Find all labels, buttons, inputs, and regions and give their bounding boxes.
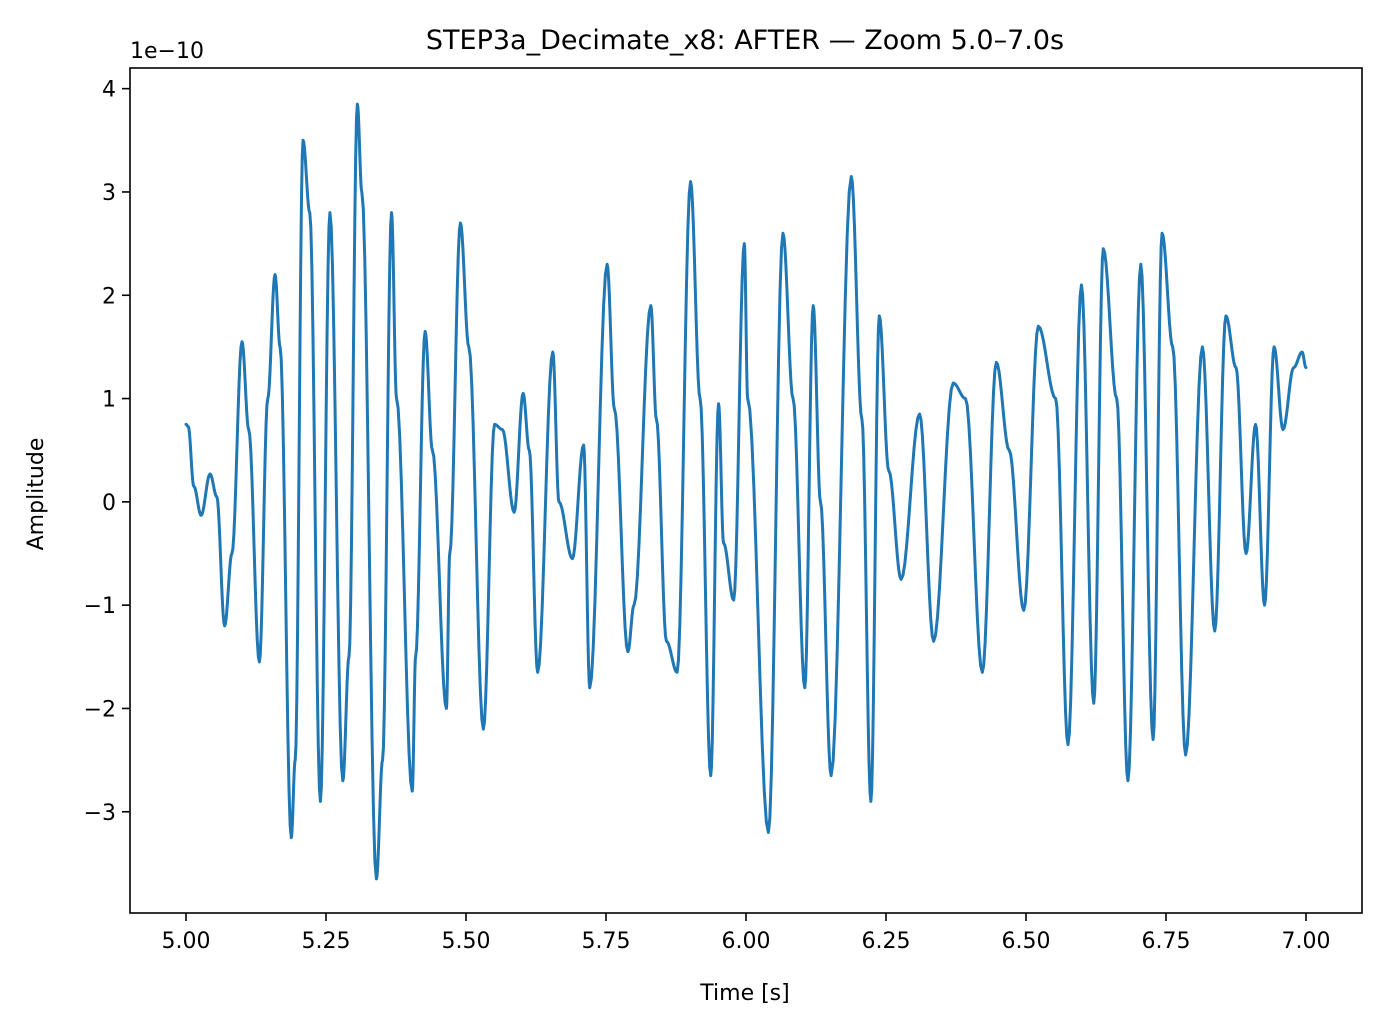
y-tick-label: 1: [102, 388, 116, 413]
y-tick-label: −2: [84, 697, 116, 722]
y-axis-scale-label: 1e−10: [130, 39, 204, 64]
y-tick-label: −3: [84, 801, 116, 826]
chart-title: STEP3a_Decimate_x8: AFTER — Zoom 5.0–7.0…: [426, 25, 1064, 56]
plot-frame: [129, 67, 1363, 914]
x-tick-label: 5.25: [302, 929, 351, 954]
y-tick-label: 2: [102, 284, 116, 309]
y-axis-ticks: −3 −2 −1 0 1 2 3 4: [84, 78, 130, 826]
y-tick-label: 0: [102, 491, 116, 516]
series-line: [184, 102, 1308, 881]
x-tick-label: 6.00: [722, 929, 771, 954]
y-axis-title: Amplitude: [24, 438, 49, 551]
x-tick-label: 6.75: [1142, 929, 1191, 954]
y-tick-label: 3: [102, 181, 116, 206]
x-tick-label: 6.50: [1002, 929, 1051, 954]
x-tick-label: 7.00: [1282, 929, 1331, 954]
plot-area: 5.00 5.25 5.50 5.75 6.00 6.25 6.50 6.75 7.00 −3−…: [84, 67, 1363, 954]
y-tick-label: −1: [84, 594, 116, 619]
x-tick-label: 6.25: [862, 929, 911, 954]
x-tick-label: 5.00: [162, 929, 211, 954]
x-tick-label: 5.50: [442, 929, 491, 954]
x-tick-label: 5.75: [582, 929, 631, 954]
x-axis-ticks: 5.00 5.25 5.50 5.75 6.00 6.25 6.50 6.75 7.00: [162, 913, 1331, 954]
y-tick-label: 4: [102, 78, 116, 103]
x-axis-title: Time [s]: [699, 981, 789, 1006]
